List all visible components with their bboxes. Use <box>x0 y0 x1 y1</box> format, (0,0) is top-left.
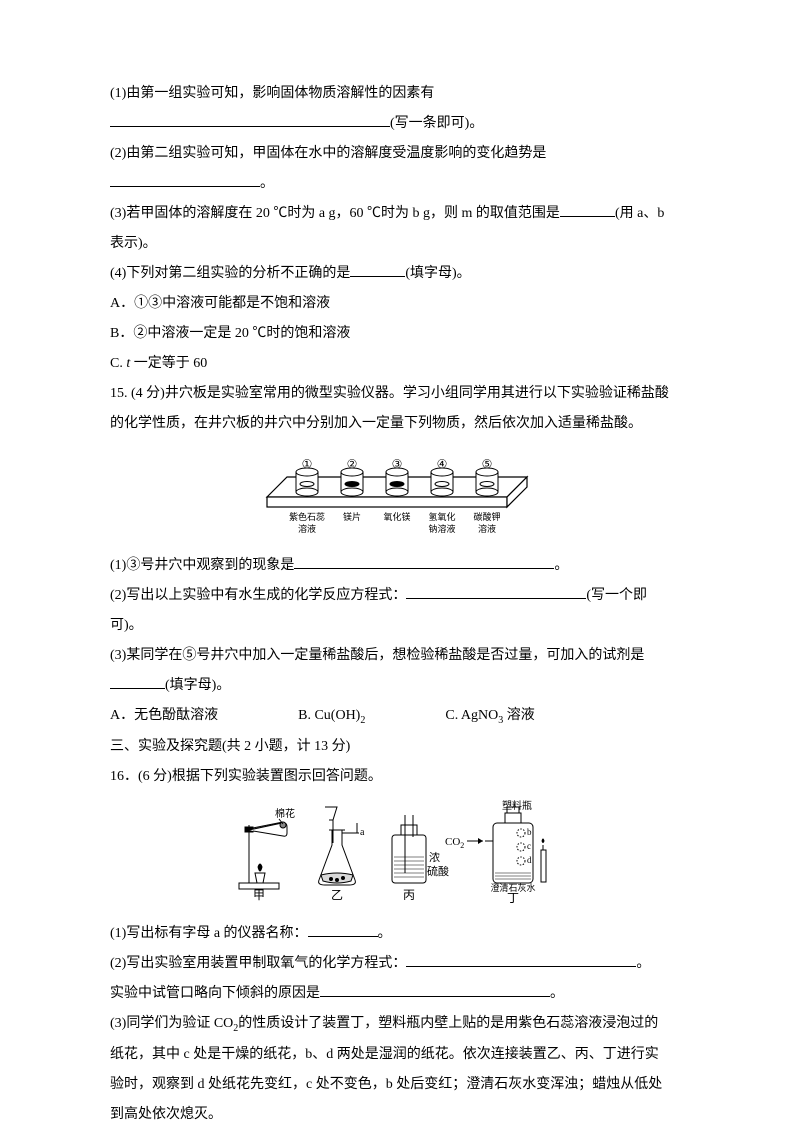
q16-2c: 实验中试管口略向下倾斜的原因是。 <box>110 980 684 1008</box>
svg-text:浓: 浓 <box>429 851 440 864</box>
q1-3a: (3)若甲固体的溶解度在 20 ℃时为 a g，60 ℃时为 b g，则 m 的… <box>110 200 684 228</box>
blank[interactable] <box>110 110 390 127</box>
svg-text:溶液: 溶液 <box>298 523 316 534</box>
svg-text:甲: 甲 <box>253 888 265 902</box>
q1-optC: C. t 一定等于 60 <box>110 350 684 378</box>
q16-stem: 16．(6 分)根据下列实验装置图示回答问题。 <box>110 763 684 791</box>
q1-1b: (写一条即可)。 <box>110 110 684 138</box>
q15-2a: (2)写出以上实验中有水生成的化学反应方程式：(写一个即 <box>110 582 684 610</box>
blank[interactable] <box>560 200 615 217</box>
blank[interactable] <box>406 582 586 599</box>
q16-3a: (3)同学们为验证 CO2的性质设计了装置丁，塑料瓶内壁上贴的是用紫色石蕊溶液浸… <box>110 1010 684 1039</box>
q15-stem2: 的化学性质，在井穴板的井穴中分别加入一定量下列物质，然后依次加入适量稀盐酸。 <box>110 410 684 438</box>
svg-text:丙: 丙 <box>403 888 415 902</box>
svg-text:b: b <box>527 827 532 837</box>
svg-text:硫酸: 硫酸 <box>427 864 449 878</box>
q1-optA: A．①③中溶液可能都是不饱和溶液 <box>110 290 684 318</box>
svg-text:塑料瓶: 塑料瓶 <box>502 799 532 812</box>
q1-2b: 。 <box>110 170 684 198</box>
svg-text:d: d <box>527 855 532 865</box>
svg-text:⑤: ⑤ <box>482 457 493 471</box>
svg-text:紫色石蕊: 紫色石蕊 <box>289 511 325 522</box>
q1-3c: 表示)。 <box>110 230 684 258</box>
svg-text:①: ① <box>302 457 313 471</box>
svg-text:乙: 乙 <box>331 888 343 902</box>
q15-optA: A．无色酚酞溶液 <box>110 702 218 731</box>
svg-text:碳酸钾: 碳酸钾 <box>473 511 500 522</box>
q15-3b: (填字母)。 <box>110 672 684 700</box>
q15-2c: 可)。 <box>110 612 684 640</box>
q1-1a: (1)由第一组实验可知，影响固体物质溶解性的因素有 <box>110 80 684 108</box>
svg-text:氧化镁: 氧化镁 <box>383 511 410 522</box>
svg-text:③: ③ <box>392 457 403 471</box>
q1-2a: (2)由第二组实验可知，甲固体在水中的溶解度受温度影响的变化趋势是 <box>110 140 684 168</box>
blank[interactable] <box>110 672 165 689</box>
blank[interactable] <box>320 980 550 997</box>
q1-optB: B．②中溶液一定是 20 ℃时的饱和溶液 <box>110 320 684 348</box>
blank[interactable] <box>110 170 260 187</box>
q16-2a: (2)写出实验室用装置甲制取氧气的化学方程式：。 <box>110 950 684 978</box>
svg-text:a: a <box>360 827 365 838</box>
svg-text:溶液: 溶液 <box>478 523 496 534</box>
blank[interactable] <box>308 920 378 937</box>
svg-text:棉花: 棉花 <box>275 807 295 820</box>
q16-figure: 棉花 甲 a 乙 浓 硫酸 丙 CO2 <box>110 795 684 916</box>
q16-1: (1)写出标有字母 a 的仪器名称：。 <box>110 920 684 948</box>
q15-opts: A．无色酚酞溶液 B. Cu(OH)2 C. AgNO3 溶液 <box>110 702 684 731</box>
svg-text:氢氧化: 氢氧化 <box>428 511 455 522</box>
svg-text:镁片: 镁片 <box>343 511 361 522</box>
q16-3c: 验时，观察到 d 处纸花先变红，c 处不变色，b 处后变红；澄清石灰水变浑浊；蜡… <box>110 1071 684 1099</box>
section3-title: 三、实验及探究题(共 2 小题，计 13 分) <box>110 733 684 761</box>
svg-text:丁: 丁 <box>507 891 519 905</box>
q1-4a: (4)下列对第二组实验的分析不正确的是(填字母)。 <box>110 260 684 288</box>
q16-3d: 到高处依次熄灭。 <box>110 1101 684 1129</box>
q16-3b: 纸花，其中 c 处是干燥的纸花，b、d 两处是湿润的纸花。依次连接装置乙、丙、丁… <box>110 1041 684 1069</box>
q15-figure: ① ② ③ ④ ⑤ 紫色石蕊 镁片 氧化镁 氢氧化 碳酸钾 溶液 钠溶液 溶液 <box>110 442 684 548</box>
svg-text:c: c <box>527 841 531 851</box>
q15-optB: B. Cu(OH)2 <box>298 702 365 731</box>
svg-text:CO2: CO2 <box>445 836 464 850</box>
q15-optC: C. AgNO3 溶液 <box>445 702 534 731</box>
q15-stem1: 15. (4 分)井穴板是实验室常用的微型实验仪器。学习小组同学用其进行以下实验… <box>110 380 684 408</box>
svg-text:钠溶液: 钠溶液 <box>428 523 455 534</box>
svg-text:②: ② <box>347 457 358 471</box>
q15-3a: (3)某同学在⑤号井穴中加入一定量稀盐酸后，想检验稀盐酸是否过量，可加入的试剂是 <box>110 642 684 670</box>
q15-1: (1)③号井穴中观察到的现象是。 <box>110 552 684 580</box>
blank[interactable] <box>294 552 554 569</box>
svg-text:④: ④ <box>437 457 448 471</box>
blank[interactable] <box>350 260 405 277</box>
blank[interactable] <box>406 950 636 967</box>
